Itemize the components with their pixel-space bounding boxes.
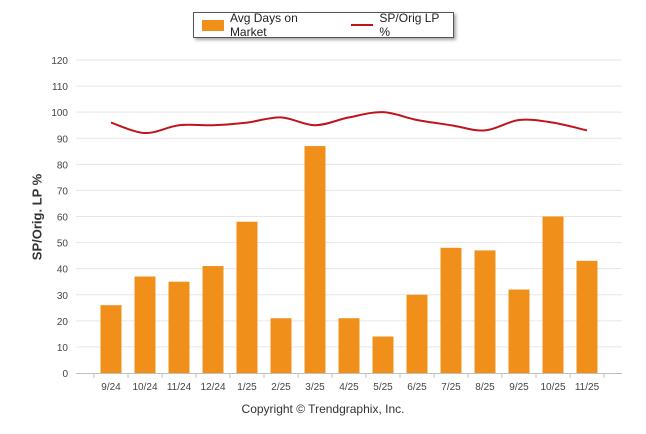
legend-label-bar: Avg Days on Market [229, 11, 298, 39]
y-tick-label: 30 [57, 291, 69, 302]
y-tick-label: 10 [57, 343, 69, 354]
y-tick-labels: 0 10 20 30 40 50 60 70 80 90 100 110 120 [51, 56, 68, 380]
y-tick-label: 70 [57, 186, 69, 197]
y-tick-label: 50 [57, 239, 69, 250]
x-tick-label: 7/25 [441, 382, 461, 393]
bar[interactable] [304, 146, 326, 373]
bar[interactable] [202, 266, 224, 373]
bar[interactable] [372, 336, 394, 373]
bar[interactable] [508, 289, 530, 373]
bar[interactable] [440, 247, 462, 373]
bar[interactable] [542, 216, 564, 374]
y-tick-label: 20 [57, 317, 69, 328]
x-tick-label: 10/25 [540, 382, 565, 393]
y-tick-label: 100 [51, 108, 68, 119]
legend-swatch-line [351, 24, 374, 26]
line-series [110, 111, 588, 135]
copyright-text: Copyright © Trendgraphix, Inc. [241, 402, 405, 416]
y-tick-label: 40 [57, 265, 69, 276]
axes [76, 373, 622, 378]
legend-swatch-bar [202, 19, 224, 31]
bar[interactable] [236, 221, 258, 373]
legend-item-bar[interactable]: Avg Days on Market [194, 11, 337, 39]
bar[interactable] [100, 305, 122, 373]
grid-lines [76, 59, 622, 348]
y-tick-label: 80 [57, 160, 69, 171]
x-tick-label: 12/24 [200, 382, 225, 393]
x-tick-label: 11/25 [575, 382, 600, 393]
y-axis-label: SP/Orig. LP % [29, 173, 45, 261]
y-tick-label: 0 [62, 369, 68, 380]
legend-item-line[interactable]: SP/Orig LP % [337, 11, 453, 39]
legend-label-line: SP/Orig LP % [379, 11, 440, 39]
x-tick-label: 9/25 [509, 382, 529, 393]
bar-series [100, 146, 598, 374]
x-tick-label: 4/25 [339, 382, 359, 393]
x-tick-label: 8/25 [475, 382, 495, 393]
x-tick-label: 2/25 [271, 382, 291, 393]
legend: Avg Days on Market SP/Orig LP % [193, 11, 454, 39]
x-tick-label: 6/25 [407, 382, 427, 393]
bar[interactable] [338, 318, 360, 373]
bar[interactable] [406, 294, 428, 373]
y-tick-label: 110 [52, 82, 68, 93]
x-tick-label: 5/25 [373, 382, 393, 393]
bar[interactable] [134, 276, 156, 373]
x-tick-label: 10/24 [132, 382, 157, 393]
y-tick-label: 90 [57, 134, 69, 145]
bar[interactable] [474, 250, 496, 373]
x-tick-label: 3/25 [305, 382, 325, 393]
y-tick-label: 60 [57, 213, 69, 224]
x-tick-label: 11/24 [167, 382, 192, 393]
y-tick-label: 120 [51, 56, 68, 67]
bar[interactable] [576, 260, 598, 373]
x-tick-label: 9/24 [101, 382, 121, 393]
x-tick-label: 1/25 [237, 382, 257, 393]
series-line[interactable] [110, 111, 588, 135]
bar[interactable] [168, 281, 190, 373]
x-tick-labels: 9/24 10/24 11/24 12/24 1/25 2/25 3/25 4/25 5/25 6… [101, 382, 599, 393]
bar[interactable] [270, 318, 292, 373]
